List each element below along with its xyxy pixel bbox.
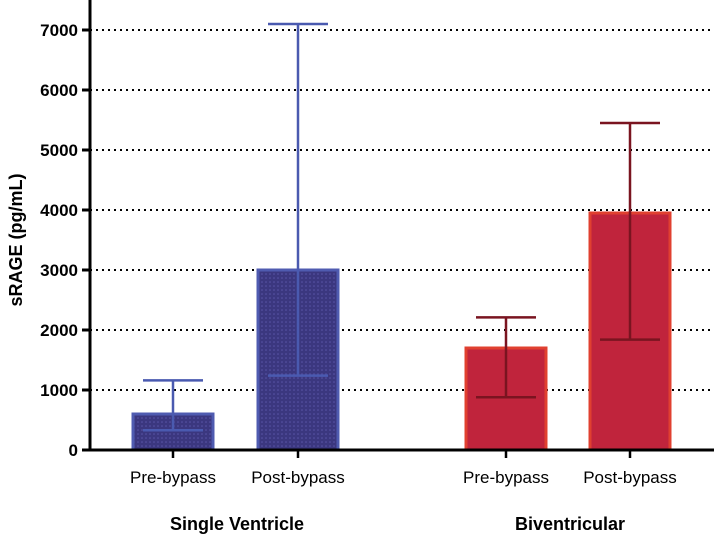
y-tick-label: 0 (69, 441, 78, 460)
x-category-label: Pre-bypass (130, 468, 216, 487)
y-tick-label: 7000 (40, 21, 78, 40)
y-tick-label: 3000 (40, 261, 78, 280)
group-label: Single Ventricle (170, 514, 304, 534)
y-tick-label: 4000 (40, 201, 78, 220)
gridlines (90, 29, 714, 391)
axes (82, 0, 714, 458)
x-category-label: Post-bypass (251, 468, 345, 487)
x-category-label: Pre-bypass (463, 468, 549, 487)
y-tick-label: 2000 (40, 321, 78, 340)
y-tick-label: 5000 (40, 141, 78, 160)
x-category-label: Post-bypass (583, 468, 677, 487)
labels: 0 1000 2000 3000 4000 5000 6000 7000 Pre-bypass P… (6, 21, 677, 534)
bars (131, 22, 672, 452)
group-label: Biventricular (515, 514, 625, 534)
y-axis-title: sRAGE (pg/mL) (6, 173, 26, 306)
y-tick-label: 1000 (40, 381, 78, 400)
y-tick-label: 6000 (40, 81, 78, 100)
